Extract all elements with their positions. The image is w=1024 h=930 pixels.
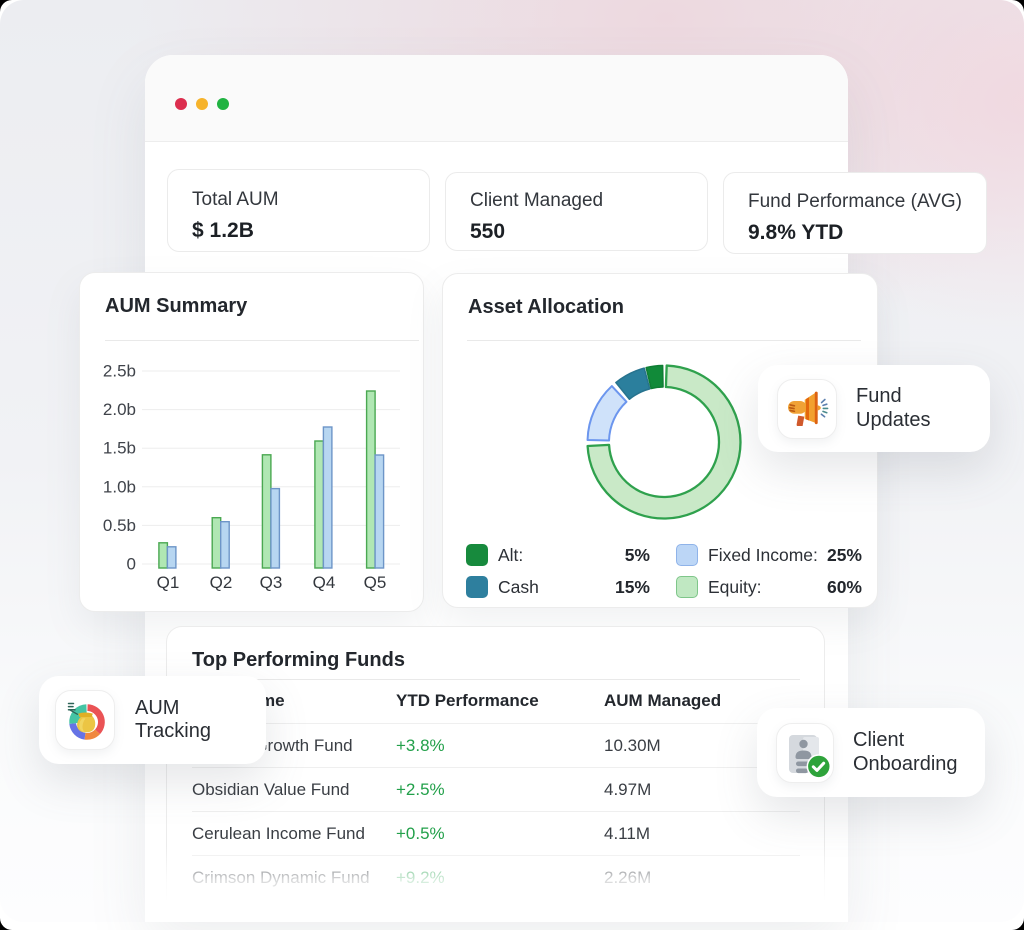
svg-text:Q5: Q5 bbox=[364, 573, 387, 592]
svg-text:2.0b: 2.0b bbox=[103, 400, 136, 419]
svg-text:Q1: Q1 bbox=[157, 573, 180, 592]
svg-text:Q2: Q2 bbox=[210, 573, 233, 592]
svg-text:Q4: Q4 bbox=[313, 573, 336, 592]
svg-text:Q3: Q3 bbox=[260, 573, 283, 592]
svg-text:2.5b: 2.5b bbox=[103, 362, 136, 381]
svg-text:0: 0 bbox=[127, 555, 136, 574]
svg-text:0.5b: 0.5b bbox=[103, 516, 136, 535]
svg-text:1.5b: 1.5b bbox=[103, 439, 136, 458]
svg-text:1.0b: 1.0b bbox=[103, 477, 136, 496]
